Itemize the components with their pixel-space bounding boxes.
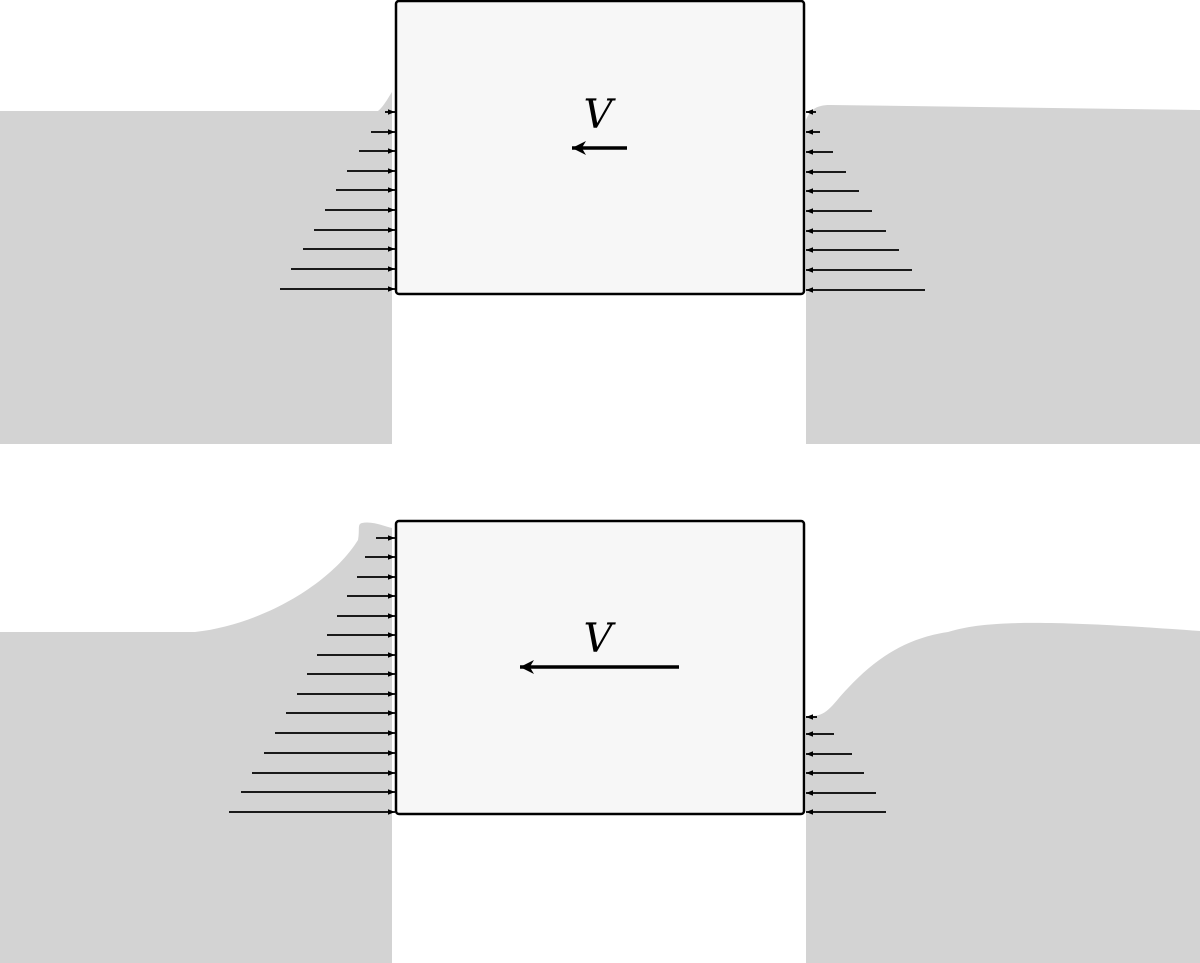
fluid-region	[806, 622, 1200, 963]
fluid-region	[0, 522, 392, 963]
fluid-region	[806, 105, 1200, 444]
right-pressure-arrows	[806, 109, 925, 293]
velocity-label: V	[584, 92, 617, 138]
velocity-label: V	[584, 616, 617, 662]
panel-high-velocity: V	[0, 519, 1200, 963]
right-pressure-arrows	[806, 714, 886, 815]
fluid-region	[0, 92, 392, 444]
left-pressure-arrows	[280, 109, 395, 292]
left-pressure-arrows	[229, 535, 395, 815]
panel-low-velocity: V	[0, 0, 1200, 444]
